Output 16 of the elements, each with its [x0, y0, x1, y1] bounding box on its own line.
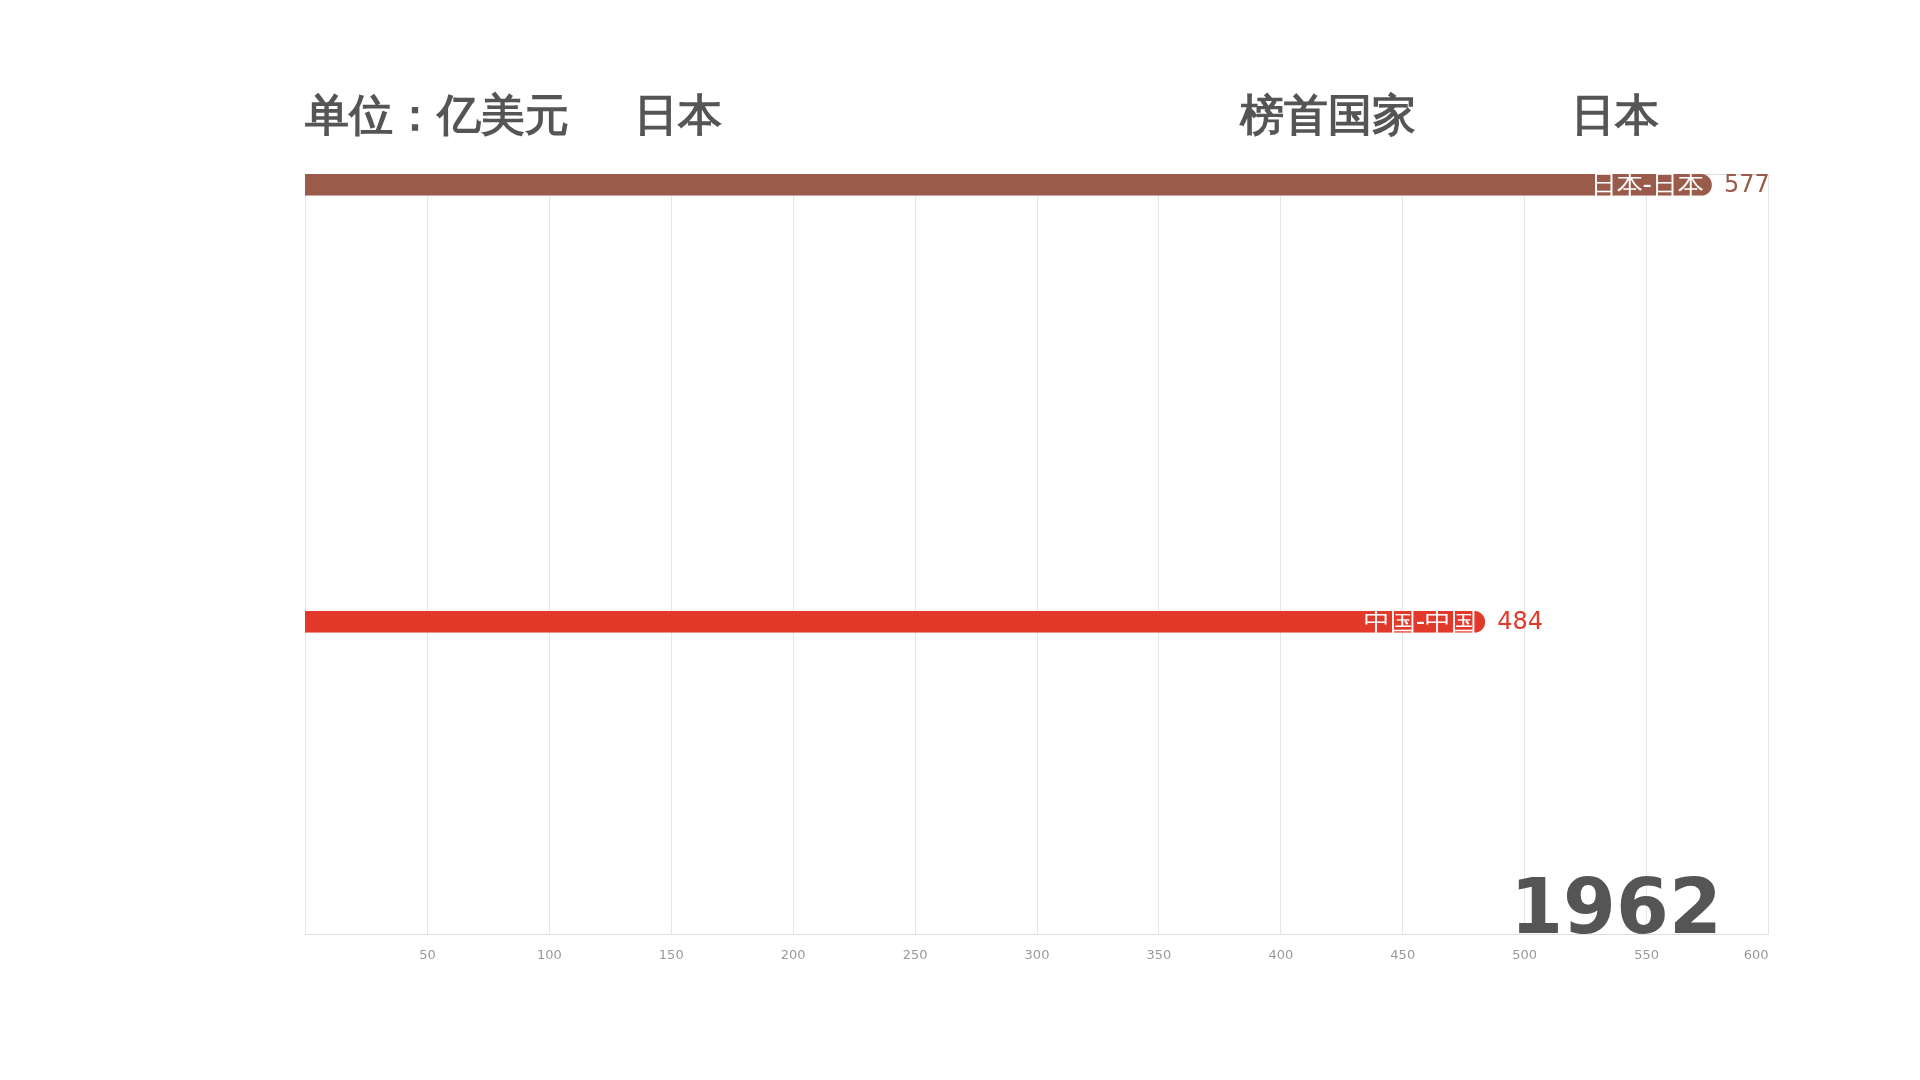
x-tick-label: 150 [658, 946, 684, 962]
text: 单位：亿美元 [304, 89, 569, 140]
x-tick-label: 600 [1743, 946, 1769, 962]
x-tick-label: 350 [1146, 946, 1172, 962]
x-tick-label: 300 [1024, 946, 1050, 962]
text: 榜首国家 [1239, 89, 1416, 140]
x-tick-label: 400 [1268, 946, 1294, 962]
x-tick-label: 250 [902, 946, 928, 962]
x-tick-label: 100 [536, 946, 562, 962]
x-tick-label: 50 [419, 946, 436, 962]
data-label: 484 [1497, 606, 1543, 635]
x-tick-label: 200 [780, 946, 806, 962]
text: 日本 [634, 89, 722, 140]
data-label: 577 [1723, 169, 1770, 198]
text: 日本 [1571, 89, 1659, 140]
x-tick-label: 450 [1390, 946, 1416, 962]
